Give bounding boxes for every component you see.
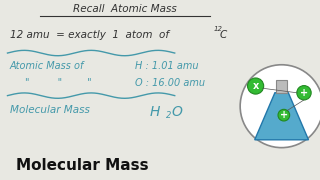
Text: 12 amu  = exactly  1  atom  of: 12 amu = exactly 1 atom of (10, 30, 169, 40)
Text: Molecular Mass: Molecular Mass (16, 158, 148, 173)
Polygon shape (255, 93, 308, 140)
Text: 2: 2 (166, 111, 171, 120)
Text: 12: 12 (213, 26, 222, 32)
Text: O: O (171, 105, 182, 119)
Ellipse shape (240, 65, 320, 148)
Text: Recall  Atomic Mass: Recall Atomic Mass (73, 4, 177, 14)
Text: H : 1.01 amu: H : 1.01 amu (135, 61, 198, 71)
Text: x: x (252, 81, 259, 91)
Text: Atomic Mass of: Atomic Mass of (10, 61, 84, 71)
Circle shape (248, 78, 264, 94)
Text: +: + (300, 88, 308, 98)
Text: "         "        ": " " " (25, 78, 92, 88)
Circle shape (297, 86, 311, 100)
Text: H: H (150, 105, 160, 119)
Text: Molecular Mass: Molecular Mass (10, 105, 90, 115)
Text: +: + (280, 110, 288, 120)
Polygon shape (276, 80, 287, 93)
Text: C: C (220, 30, 227, 40)
Text: O : 16.00 amu: O : 16.00 amu (135, 78, 205, 88)
Circle shape (278, 109, 290, 121)
